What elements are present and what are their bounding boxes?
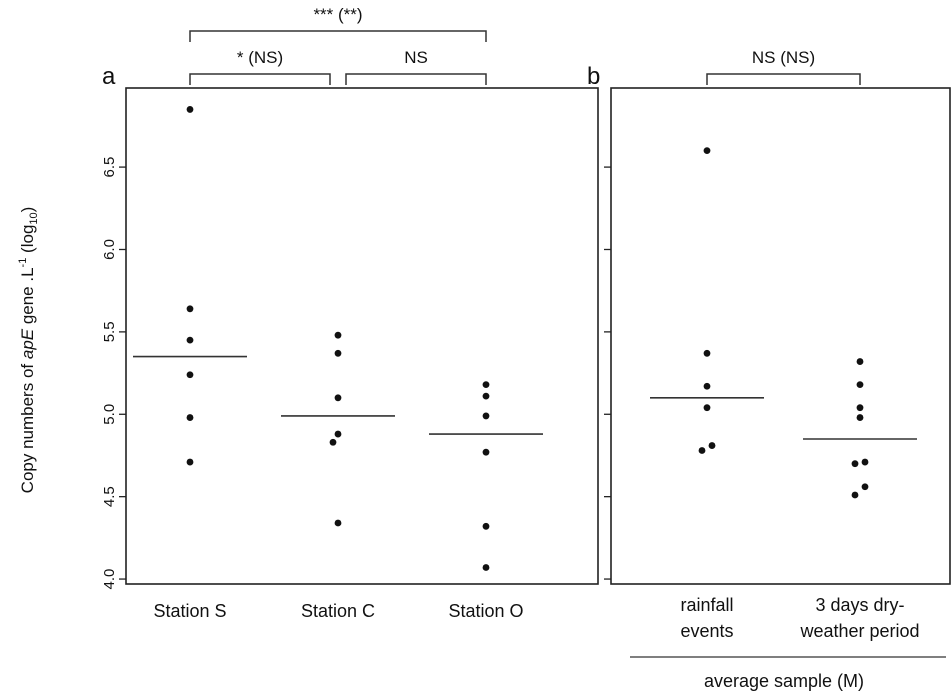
data-point — [186, 371, 194, 379]
data-point — [856, 414, 864, 421]
data-point — [334, 349, 342, 357]
data-point — [482, 392, 490, 400]
data-point — [861, 458, 869, 466]
data-point — [856, 404, 864, 412]
significance-bracket — [345, 73, 487, 85]
significance-label: NS (NS) — [752, 48, 815, 67]
data-point — [856, 381, 864, 389]
y-tick-label: 6.5 — [101, 157, 118, 178]
x-category-label: weather period — [799, 621, 919, 641]
plot-frame-b — [610, 87, 951, 585]
x-category-label: 3 days dry- — [815, 595, 904, 615]
group-label: average sample (M) — [704, 671, 864, 691]
data-point — [851, 491, 859, 499]
data-point — [334, 519, 342, 527]
x-category-label: events — [680, 621, 733, 641]
data-point — [703, 349, 711, 357]
data-point — [708, 442, 716, 449]
y-axis-label: Copy numbers of apE gene .L-1 (log10) — [17, 207, 40, 494]
significance-bracket — [189, 73, 331, 85]
data-point — [482, 381, 490, 389]
data-point — [698, 447, 706, 454]
significance-bracket — [189, 30, 487, 42]
panel-label-b: b — [587, 63, 600, 90]
x-category-label: Station C — [301, 601, 375, 621]
data-point — [703, 404, 711, 412]
significance-label: *** (**) — [313, 5, 362, 24]
plot-frame-a — [125, 87, 599, 585]
data-point — [482, 564, 490, 571]
data-point — [334, 430, 342, 438]
data-point — [334, 394, 342, 402]
x-category-label: Station O — [448, 601, 523, 621]
y-tick-label: 5.5 — [101, 321, 118, 342]
y-tick-label: 4.0 — [101, 569, 118, 590]
significance-label: NS — [404, 48, 428, 67]
data-point — [703, 147, 711, 155]
data-point — [482, 522, 490, 530]
data-point — [186, 336, 194, 344]
x-category-label: Station S — [153, 601, 226, 621]
y-tick-label: 4.5 — [101, 486, 118, 507]
data-point — [856, 358, 864, 365]
data-point — [861, 483, 869, 491]
y-tick-label: 6.0 — [101, 239, 118, 260]
x-category-label: rainfall — [680, 595, 733, 615]
data-point — [329, 438, 337, 446]
data-point — [334, 331, 342, 339]
data-point — [186, 458, 194, 466]
y-tick-label: 5.0 — [101, 404, 118, 425]
significance-bracket — [706, 73, 861, 85]
data-point — [851, 460, 859, 468]
data-point — [482, 448, 490, 456]
significance-label: * (NS) — [237, 48, 283, 67]
data-point — [186, 414, 194, 421]
data-point — [482, 412, 490, 420]
data-point — [186, 305, 194, 313]
data-point — [703, 382, 711, 390]
panel-label-a: a — [102, 63, 116, 90]
data-point — [186, 106, 194, 113]
